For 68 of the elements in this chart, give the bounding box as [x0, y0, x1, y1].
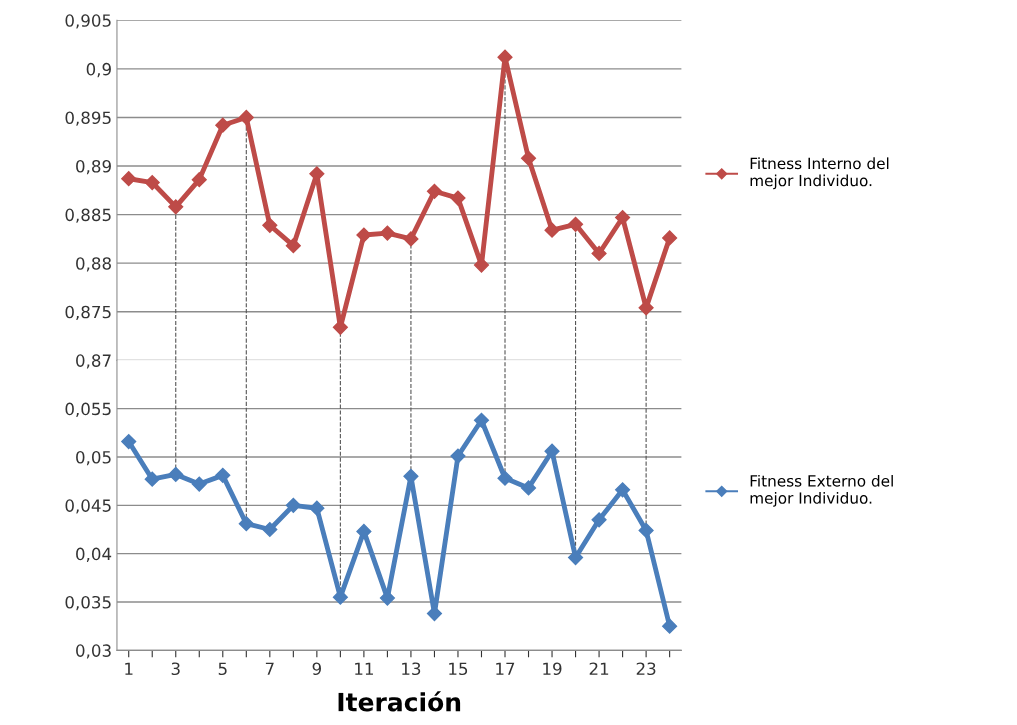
point — [238, 516, 254, 532]
point — [662, 230, 678, 246]
y-tick-label: 0,05 — [76, 450, 111, 466]
y-tick-label: 0,9 — [86, 62, 111, 78]
point — [285, 238, 301, 254]
point — [638, 522, 654, 539]
point — [662, 618, 678, 634]
point — [379, 225, 395, 241]
point — [215, 117, 231, 133]
y-tick-label: 0,89 — [76, 159, 111, 175]
point — [121, 171, 137, 187]
point — [168, 199, 184, 215]
point — [168, 466, 184, 482]
point — [285, 497, 301, 513]
x-tick-label: 17 — [496, 662, 515, 675]
point — [191, 172, 207, 188]
x-tick-label: 1 — [125, 662, 133, 675]
x-tick-label: 23 — [636, 662, 656, 676]
point — [544, 222, 560, 238]
point — [403, 231, 419, 247]
y-tick-label: 0,885 — [65, 208, 111, 223]
point — [615, 209, 631, 226]
point — [215, 467, 231, 483]
point — [591, 512, 607, 528]
point — [520, 150, 537, 166]
point — [191, 476, 207, 492]
x-axis-title: Iteración — [338, 691, 461, 712]
legend-label: Fitness Interno del mejor Individuo. — [750, 157, 889, 190]
point — [567, 549, 584, 566]
x-tick-label: 13 — [402, 662, 421, 676]
point — [426, 183, 443, 199]
point — [356, 227, 372, 243]
x-tick-label: 21 — [589, 662, 609, 675]
y-tick-label: 0,905 — [65, 14, 111, 29]
point — [615, 482, 631, 498]
y-tick-label: 0,04 — [76, 547, 112, 562]
point — [567, 216, 584, 232]
y-tick-label: 0,045 — [65, 499, 111, 514]
y-tick-label: 0,035 — [65, 595, 111, 611]
point — [309, 500, 325, 516]
point — [450, 190, 466, 206]
x-tick-label: 7 — [265, 662, 274, 675]
point — [238, 109, 254, 126]
y-tick-label: 0,03 — [76, 644, 111, 659]
x-tick-label: 19 — [543, 662, 562, 676]
y-tick-label: 0,895 — [65, 111, 111, 126]
y-tick-label: 0,87 — [76, 354, 111, 369]
y-tick-label: 0,055 — [65, 402, 111, 417]
point — [450, 448, 466, 464]
x-tick-label: 11 — [355, 662, 373, 675]
point — [262, 521, 278, 538]
y-tick-label: 0,875 — [65, 305, 111, 321]
x-tick-label: 3 — [171, 662, 180, 676]
point — [144, 174, 160, 191]
point — [262, 217, 278, 233]
point — [473, 412, 490, 428]
point — [497, 470, 513, 486]
point — [591, 245, 607, 262]
point — [520, 480, 537, 496]
point — [121, 433, 137, 450]
y-tick-label: 0,88 — [76, 257, 111, 272]
legend-label: Fitness Externo del mejor Individuo. — [750, 474, 893, 507]
x-tick-label: 9 — [312, 662, 321, 676]
point — [144, 471, 160, 487]
x-tick-label: 5 — [218, 662, 227, 676]
point — [544, 443, 560, 459]
x-tick-label: 15 — [449, 662, 468, 676]
point — [426, 606, 443, 622]
